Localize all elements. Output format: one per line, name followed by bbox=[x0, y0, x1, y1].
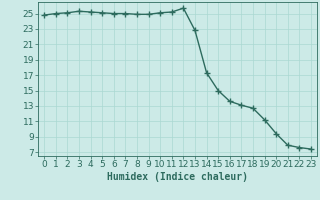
X-axis label: Humidex (Indice chaleur): Humidex (Indice chaleur) bbox=[107, 172, 248, 182]
